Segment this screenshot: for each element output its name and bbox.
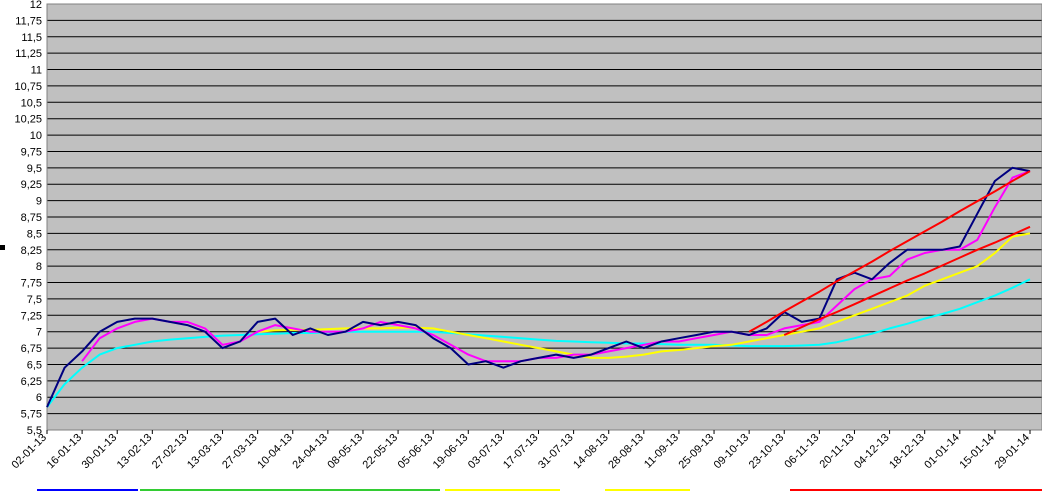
x-tick-label: 04-12-13: [852, 432, 892, 472]
x-tick-label: 27-02-13: [150, 432, 190, 472]
x-tick-label: 29-01-14: [992, 432, 1032, 472]
y-tick-label: 5,75: [21, 409, 42, 421]
y-tick-label: 9,5: [27, 163, 42, 175]
y-tick-label: 11,75: [15, 15, 42, 27]
y-tick-label: 9: [36, 196, 42, 208]
x-tick-label: 27-03-13: [220, 432, 260, 472]
x-tick-label: 22-05-13: [361, 432, 401, 472]
x-tick-label: 16-01-13: [45, 432, 85, 472]
y-tick-label: 11: [31, 65, 42, 77]
x-tick-label: 23-10-13: [747, 432, 787, 472]
y-tick-label: 10,75: [14, 81, 42, 93]
x-tick-label: 14-08-13: [571, 432, 611, 472]
x-tick-label: 09-10-13: [712, 432, 752, 472]
y-tick-label: 8,5: [27, 228, 42, 240]
y-tick-label: 11,25: [15, 48, 42, 60]
y-tick-label: 6,5: [27, 359, 42, 371]
x-tick-label: 17-07-13: [501, 432, 541, 472]
y-tick-label: 11,5: [21, 32, 42, 44]
series-line: [783, 225, 1031, 336]
x-tick-label: 05-06-13: [396, 432, 436, 472]
y-tick-label: 6: [36, 392, 42, 404]
x-tick-label: 31-07-13: [536, 432, 576, 472]
y-tick-label: 10,25: [14, 114, 42, 126]
x-tick-label: 01-01-14: [922, 432, 962, 472]
x-tick-label: 28-08-13: [606, 432, 646, 472]
x-tick-label: 10-04-13: [255, 432, 295, 472]
y-tick-label: 5,5: [27, 425, 42, 437]
x-tick-label: 20-11-13: [818, 432, 857, 471]
y-tick-label: 12: [30, 0, 42, 11]
x-tick-label: 15-01-14: [957, 432, 997, 472]
y-tick-label: 8,25: [21, 245, 42, 257]
x-tick-label: 24-04-13: [290, 432, 330, 472]
series-line: [748, 170, 1031, 333]
y-tick-label: 10,5: [21, 97, 42, 109]
x-tick-label: 18-12-13: [887, 432, 927, 472]
series-line: [257, 232, 1031, 359]
y-tick-label: 7: [36, 327, 42, 339]
x-tick-label: 03-07-13: [466, 432, 506, 472]
plot-border: [46, 3, 1042, 431]
x-tick-label: 19-06-13: [431, 432, 471, 472]
marker: [0, 245, 5, 250]
y-tick-label: 6,75: [21, 343, 42, 355]
y-tick-label: 8: [36, 261, 42, 273]
y-tick-label: 8,75: [21, 212, 42, 224]
x-tick-label: 02-01-13: [9, 432, 49, 472]
y-tick-label: 9,25: [21, 179, 42, 191]
y-tick-label: 10: [30, 130, 42, 142]
x-tick-label: 13-02-13: [115, 432, 155, 472]
series-line: [46, 166, 1031, 408]
y-tick-label: 7,5: [27, 294, 42, 306]
y-tick-label: 9,75: [21, 146, 42, 158]
x-tick-label: 08-05-13: [325, 432, 365, 472]
x-tick-label: 25-09-13: [677, 432, 717, 472]
x-tick-label: 30-01-13: [80, 432, 120, 472]
x-tick-label: 13-03-13: [185, 432, 225, 472]
y-tick-label: 7,25: [21, 310, 42, 322]
x-tick-label: 11-09-13: [642, 432, 681, 471]
y-tick-label: 7,75: [21, 278, 42, 290]
y-tick-label: 6,25: [21, 376, 42, 388]
x-tick-label: 06-11-13: [782, 432, 821, 471]
